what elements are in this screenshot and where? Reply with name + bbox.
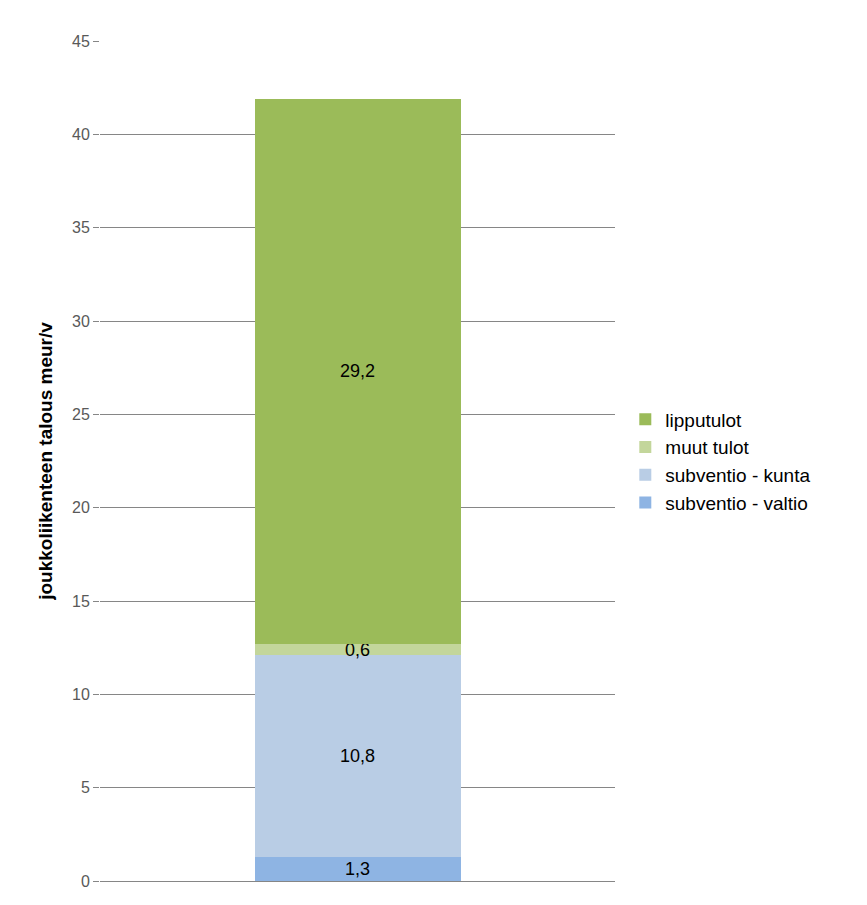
svg-text:40: 40: [72, 126, 90, 143]
svg-text:5: 5: [81, 779, 90, 796]
svg-text:15: 15: [72, 593, 90, 610]
svg-text:45: 45: [72, 33, 90, 50]
svg-text:muut tulot: muut tulot: [665, 437, 749, 458]
svg-text:1,3: 1,3: [345, 859, 370, 879]
svg-text:20: 20: [72, 499, 90, 516]
svg-text:subventio - valtio: subventio - valtio: [665, 493, 808, 514]
svg-text:25: 25: [72, 406, 90, 423]
svg-text:0: 0: [81, 873, 90, 890]
svg-text:0,6: 0,6: [345, 640, 370, 660]
svg-text:subventio - kunta: subventio - kunta: [665, 465, 810, 486]
svg-text:10,8: 10,8: [340, 746, 375, 766]
svg-text:10: 10: [72, 686, 90, 703]
svg-text:35: 35: [72, 219, 90, 236]
svg-text:30: 30: [72, 313, 90, 330]
svg-text:29,2: 29,2: [340, 361, 375, 381]
svg-text:joukkoliikenteen talous meur/v: joukkoliikenteen talous meur/v: [35, 322, 56, 601]
svg-text:lipputulot: lipputulot: [665, 410, 742, 431]
